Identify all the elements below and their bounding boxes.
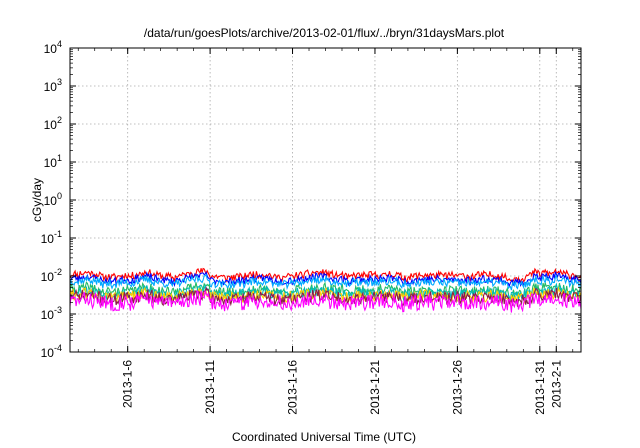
y-tick-label: 10-4 — [41, 343, 62, 360]
y-tick-label: 10-1 — [41, 229, 62, 246]
grid — [70, 48, 581, 352]
series-line — [69, 290, 582, 313]
y-axis: 10-4 10-3 10-2 10-1 100 101 102 103 104 — [41, 39, 581, 360]
series-line — [69, 273, 582, 291]
y-tick-label: 103 — [44, 77, 62, 94]
x-tick-label: 2013-1-6 — [121, 360, 135, 408]
x-tick-label: 2013-1-16 — [286, 360, 300, 415]
y-tick-label: 10-2 — [41, 267, 62, 284]
x-axis: 2013-1-6 2013-1-11 2013-1-16 2013-1-21 2013-… — [77, 48, 574, 415]
x-tick-label: 2013-1-21 — [368, 360, 382, 415]
x-tick-label: 2013-2-1 — [549, 360, 563, 408]
x-tick-label: 2013-1-26 — [450, 360, 464, 415]
y-tick-label: 101 — [44, 153, 62, 170]
chart-title: /data/run/goesPlots/archive/2013-02-01/f… — [144, 26, 505, 40]
y-tick-label: 102 — [44, 115, 62, 132]
y-tick-label: 104 — [44, 39, 62, 56]
y-tick-label: 10-3 — [41, 305, 62, 322]
y-tick-label: 100 — [44, 191, 62, 208]
x-tick-label: 2013-1-31 — [533, 360, 547, 415]
x-tick-label: 2013-1-11 — [203, 360, 217, 414]
series-group — [69, 267, 582, 313]
y-axis-label: cGy/day — [30, 178, 44, 222]
series-line — [69, 271, 582, 288]
x-axis-label: Coordinated Universal Time (UTC) — [232, 430, 416, 444]
